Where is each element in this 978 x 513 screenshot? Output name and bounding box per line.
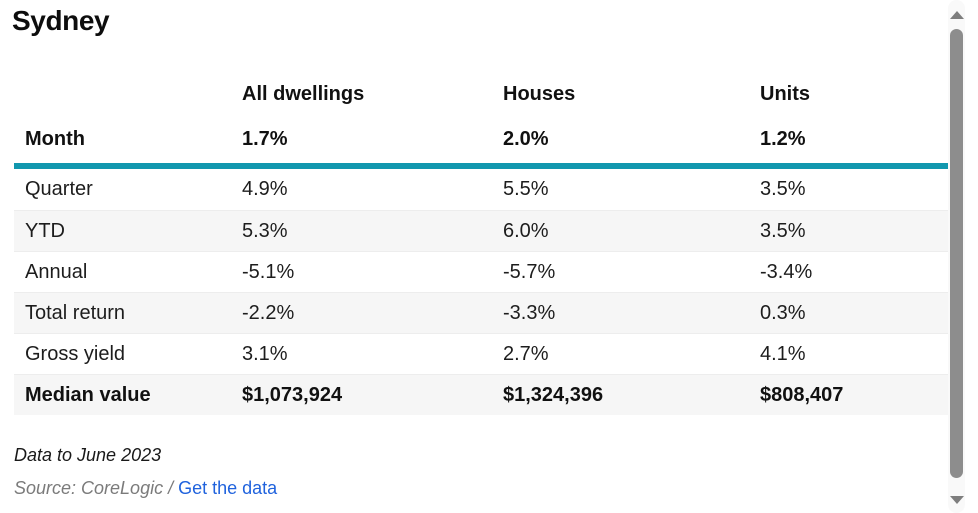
cell-value: -3.4% [760,260,813,283]
column-header-all-dwellings: All dwellings [242,83,365,105]
cell-value: 4.1% [760,342,806,365]
row-label: Median value [25,383,151,406]
table-row: Annual -5.1% -5.7% -3.4% [14,251,948,292]
arrow-up-icon [949,11,964,19]
data-note: Data to June 2023 [14,445,162,465]
column-header-row: All dwellings Houses Units [14,37,948,106]
cell-value: 2.7% [503,342,549,365]
row-label: YTD [25,219,65,242]
row-label: Quarter [25,178,93,200]
cell-value: 5.5% [503,178,549,200]
cell-value: 1.7% [242,128,288,150]
table-row: Quarter 4.9% 5.5% 3.5% [14,169,948,210]
scroll-up-button[interactable] [948,5,965,25]
page-title: Sydney [12,5,110,36]
row-label: Gross yield [25,342,126,365]
column-header-units: Units [760,83,810,105]
table-body: Quarter 4.9% 5.5% 3.5% YTD 5.3% 6.0% 3.5… [14,169,948,415]
scroll-down-button[interactable] [948,490,965,510]
cell-value: 6.0% [503,219,549,242]
cell-value: 3.5% [760,178,806,200]
table-widget: Sydney All dwellings Houses Units Month … [12,0,948,499]
cell-value: -2.2% [242,301,295,324]
cell-value: 4.9% [242,178,288,200]
cell-value: 3.5% [760,219,806,242]
get-the-data-link[interactable]: Get the data [178,478,278,498]
cell-value: $808,407 [760,383,844,406]
cell-value: -5.7% [503,260,556,283]
scrollbar[interactable] [948,0,965,513]
scrollbar-thumb[interactable] [950,29,963,478]
cell-value: $1,073,924 [242,383,343,406]
table-row: YTD 5.3% 6.0% 3.5% [14,210,948,251]
table-row: Total return -2.2% -3.3% 0.3% [14,292,948,333]
cell-value: 2.0% [503,128,549,150]
table-row: Gross yield 3.1% 2.7% 4.1% [14,333,948,374]
row-label: Month [25,128,85,150]
source-line: Source: CoreLogic / Get the data [14,478,948,499]
column-header-houses: Houses [503,83,576,105]
source-text: Source: CoreLogic / [14,478,179,498]
cell-value: 1.2% [760,128,806,150]
table-row-median-value: Median value $1,073,924 $1,324,396 $808,… [14,374,948,415]
cell-value: 0.3% [760,301,806,324]
cell-value: $1,324,396 [503,383,604,406]
cell-value: 3.1% [242,342,288,365]
cell-value: 5.3% [242,219,288,242]
row-label: Total return [25,301,126,324]
arrow-down-icon [949,496,964,504]
month-header-row: Month 1.7% 2.0% 1.2% [14,116,948,169]
row-label: Annual [25,260,88,283]
cell-value: -3.3% [503,301,556,324]
cell-value: -5.1% [242,260,295,283]
